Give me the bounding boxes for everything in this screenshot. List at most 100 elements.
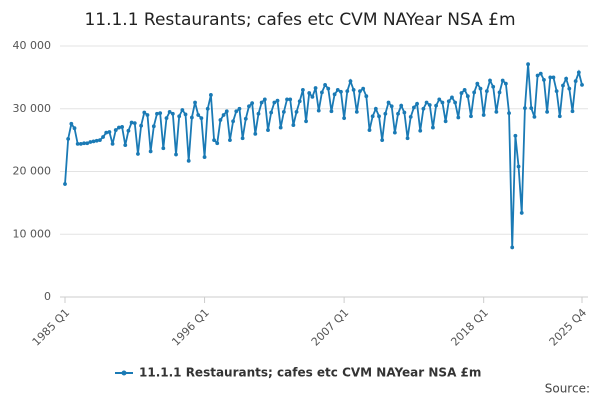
point bbox=[269, 110, 274, 115]
point bbox=[262, 97, 267, 102]
point bbox=[519, 211, 524, 215]
point bbox=[250, 101, 255, 106]
point bbox=[291, 123, 296, 127]
point bbox=[66, 136, 71, 141]
point bbox=[361, 86, 366, 91]
point bbox=[453, 100, 458, 105]
point bbox=[500, 78, 505, 83]
point bbox=[110, 141, 115, 146]
point bbox=[478, 86, 483, 91]
point bbox=[164, 116, 169, 121]
point bbox=[561, 83, 565, 88]
point bbox=[437, 97, 442, 102]
point bbox=[481, 113, 486, 117]
point bbox=[446, 99, 451, 104]
point bbox=[567, 86, 572, 91]
point bbox=[234, 109, 239, 114]
point bbox=[145, 113, 150, 117]
point bbox=[142, 110, 147, 115]
point bbox=[557, 114, 562, 119]
point bbox=[545, 109, 550, 114]
point bbox=[75, 141, 80, 146]
point bbox=[323, 83, 327, 87]
point bbox=[205, 106, 210, 111]
y-tick-label: 20 000 bbox=[13, 165, 52, 178]
chart-title: 11.1.1 Restaurants; cafes etc CVM NAYear… bbox=[84, 10, 515, 30]
point bbox=[386, 100, 391, 105]
point bbox=[443, 119, 448, 124]
point bbox=[88, 140, 93, 144]
point bbox=[237, 106, 242, 111]
point bbox=[307, 91, 312, 95]
point bbox=[101, 135, 105, 139]
point bbox=[475, 81, 480, 86]
point bbox=[364, 94, 369, 99]
point bbox=[538, 71, 543, 76]
point bbox=[297, 99, 302, 104]
point bbox=[132, 121, 137, 126]
point bbox=[300, 88, 305, 92]
point bbox=[491, 84, 496, 89]
point bbox=[94, 138, 99, 143]
point bbox=[310, 94, 315, 99]
point bbox=[494, 109, 499, 114]
point bbox=[440, 100, 445, 105]
point bbox=[415, 101, 419, 106]
point bbox=[367, 128, 372, 132]
point bbox=[421, 106, 426, 111]
point bbox=[383, 111, 388, 116]
x-tick-label: 2025 Q4 bbox=[547, 306, 590, 349]
point bbox=[278, 125, 283, 130]
point bbox=[158, 111, 163, 116]
point bbox=[564, 76, 569, 81]
point bbox=[405, 136, 410, 141]
point bbox=[434, 103, 438, 108]
point bbox=[459, 91, 464, 95]
point bbox=[215, 141, 220, 146]
point bbox=[136, 152, 140, 156]
point bbox=[377, 114, 381, 119]
point bbox=[148, 149, 153, 154]
point bbox=[151, 124, 156, 129]
point bbox=[97, 138, 102, 143]
point bbox=[424, 100, 429, 105]
series-line bbox=[64, 64, 583, 248]
point bbox=[161, 146, 166, 151]
point bbox=[497, 90, 502, 95]
point bbox=[373, 106, 378, 111]
point bbox=[510, 245, 515, 250]
point bbox=[266, 128, 270, 132]
point bbox=[72, 126, 77, 131]
point bbox=[104, 130, 109, 135]
point bbox=[402, 110, 407, 115]
point bbox=[202, 155, 207, 159]
point bbox=[342, 116, 347, 121]
point bbox=[332, 92, 337, 97]
point bbox=[431, 125, 435, 130]
point bbox=[316, 108, 321, 113]
point bbox=[294, 109, 299, 114]
point bbox=[120, 125, 124, 129]
point bbox=[513, 133, 518, 138]
point bbox=[69, 121, 74, 126]
x-tick-label: 2007 Q1 bbox=[309, 306, 352, 349]
point bbox=[193, 100, 197, 105]
source: Source: bbox=[545, 382, 590, 396]
point bbox=[313, 86, 318, 90]
point bbox=[189, 115, 194, 120]
point bbox=[354, 109, 359, 114]
point bbox=[256, 111, 261, 116]
point bbox=[78, 141, 83, 146]
point bbox=[370, 114, 375, 119]
point bbox=[535, 73, 540, 78]
point bbox=[396, 111, 400, 116]
point bbox=[532, 115, 537, 119]
point bbox=[411, 105, 416, 110]
point bbox=[196, 113, 201, 117]
point bbox=[573, 79, 578, 84]
point bbox=[209, 93, 213, 97]
point bbox=[139, 123, 144, 128]
point bbox=[529, 106, 534, 111]
point bbox=[507, 111, 511, 116]
